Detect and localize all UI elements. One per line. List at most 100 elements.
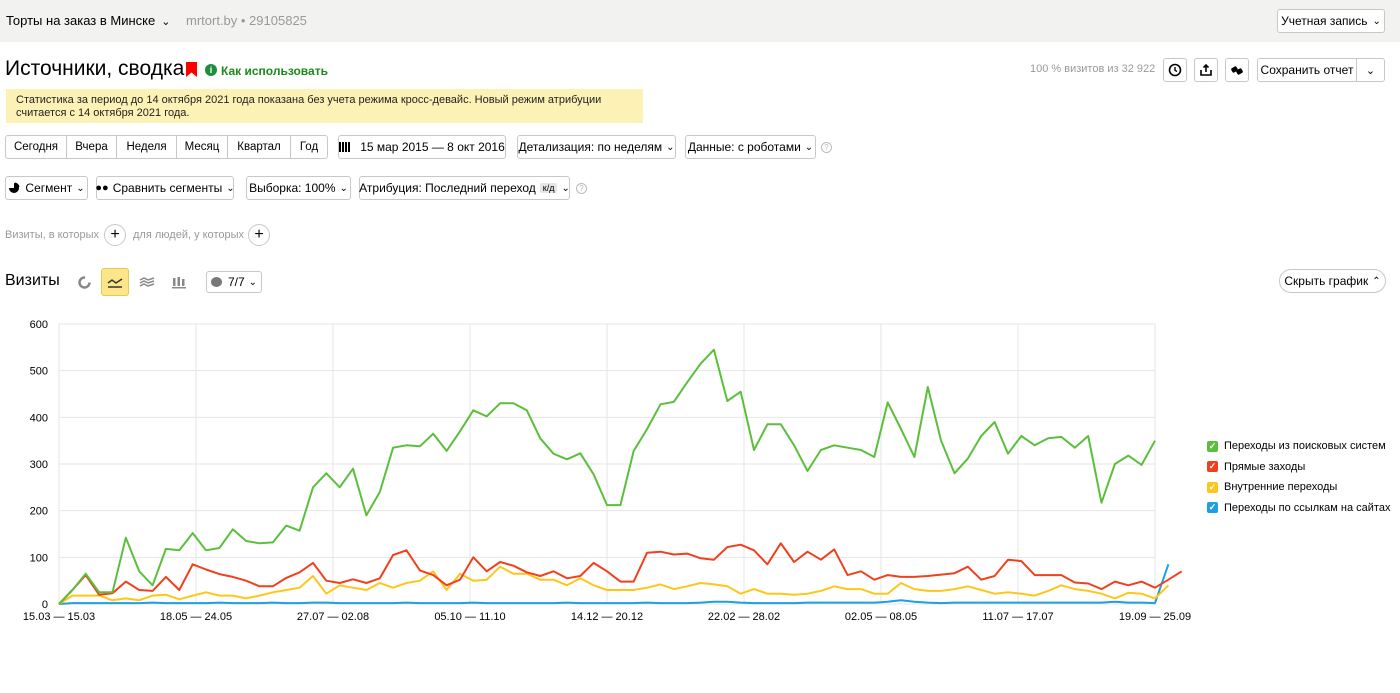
area-chart-type-button[interactable]: [133, 268, 161, 296]
date-range-button[interactable]: 15 мар 2015 — 8 окт 2016: [338, 135, 506, 159]
period-week[interactable]: Неделя: [117, 135, 177, 159]
chevron-down-icon: ⌄: [161, 16, 171, 28]
legend-item[interactable]: ✓ Внутренние переходы: [1207, 477, 1390, 498]
date-range-label: 15 мар 2015 — 8 окт 2016: [360, 140, 505, 154]
bar-chart-icon: [172, 276, 186, 288]
add-visit-condition-button[interactable]: +: [104, 224, 126, 246]
legend-label: Внутренние переходы: [1224, 481, 1338, 494]
x-tick-label: 14.12 — 20.12: [571, 611, 643, 623]
chevron-down-icon: ⌄: [76, 182, 85, 194]
y-tick-label: 200: [30, 506, 48, 518]
series-count-label: 7/7: [227, 275, 245, 289]
x-tick-label: 18.05 — 24.05: [160, 611, 232, 623]
pie-icon: [9, 182, 20, 193]
legend-checkbox[interactable]: ✓: [1207, 502, 1218, 514]
bar-chart-type-button[interactable]: [165, 268, 193, 296]
attribution-label: Атрибуция: Последний переход: [359, 181, 536, 195]
series-count-dropdown[interactable]: 7/7 ⌄: [206, 271, 262, 293]
sample-label: Выборка: 100%: [249, 181, 336, 195]
help-icon[interactable]: ?: [821, 142, 832, 153]
comment-icon: [210, 277, 222, 287]
period-yesterday[interactable]: Вчера: [67, 135, 117, 159]
legend-checkbox[interactable]: ✓: [1207, 440, 1218, 452]
hide-chart-label: Скрыть график: [1284, 274, 1369, 288]
chevron-down-icon: ⌄: [339, 182, 348, 194]
calendar-icon: [339, 142, 352, 152]
series-line: [58, 348, 1156, 605]
page-title: Источники, сводка: [5, 57, 185, 80]
hide-chart-button[interactable]: Скрыть график ⌃: [1279, 269, 1386, 293]
counter-selector[interactable]: Торты на заказ в Минске ⌄: [6, 13, 170, 28]
save-options-button[interactable]: ⌄: [1356, 58, 1385, 82]
series-line: [58, 563, 1170, 605]
info-icon: i: [205, 64, 217, 76]
x-tick-label: 11.07 — 17.07: [982, 611, 1053, 623]
y-tick-label: 100: [30, 552, 48, 564]
legend-checkbox[interactable]: ✓: [1207, 461, 1218, 473]
chevron-down-icon: ⌄: [226, 182, 235, 194]
period-quarter[interactable]: Квартал: [228, 135, 291, 159]
attribution-badge: к/д: [539, 183, 558, 193]
series-line: [58, 542, 1183, 605]
legend-item[interactable]: ✓ Прямые заходы: [1207, 457, 1390, 478]
data-dropdown[interactable]: Данные: с роботами ⌄: [685, 135, 816, 159]
legend-item[interactable]: ✓ Переходы по ссылкам на сайтах: [1207, 498, 1390, 519]
legend-item[interactable]: ✓ Переходы из поисковых систем: [1207, 436, 1390, 457]
series-line: [58, 565, 1170, 605]
chevron-down-icon: ⌄: [804, 141, 814, 153]
x-tick-label: 27.07 — 02.08: [297, 611, 369, 623]
detail-label: Детализация: по неделям: [518, 140, 663, 154]
y-tick-label: 600: [30, 319, 48, 331]
x-tick-label: 05.10 — 11.10: [434, 611, 505, 623]
sample-dropdown[interactable]: Выборка: 100% ⌄: [246, 176, 351, 200]
segment-label: Сегмент: [25, 181, 73, 195]
add-people-condition-button[interactable]: +: [248, 224, 270, 246]
segment-dropdown[interactable]: Сегмент ⌄: [5, 176, 88, 200]
plus-icon: +: [110, 226, 120, 243]
export-button[interactable]: [1194, 58, 1218, 82]
period-selector: Сегодня Вчера Неделя Месяц Квартал Год: [5, 135, 328, 159]
period-year[interactable]: Год: [291, 135, 328, 159]
line-chart-type-button[interactable]: [101, 268, 129, 296]
pie-chart-type-button[interactable]: [70, 268, 98, 296]
account-button[interactable]: Учетная запись ⌄: [1277, 9, 1385, 33]
data-label: Данные: с роботами: [687, 140, 801, 154]
compare-segments-dropdown[interactable]: ●● Сравнить сегменты ⌄: [95, 176, 235, 200]
legend-checkbox[interactable]: ✓: [1207, 481, 1218, 493]
clock-icon: [1168, 63, 1182, 77]
y-tick-label: 500: [30, 366, 48, 378]
link-icon: [1231, 66, 1243, 75]
howto-link[interactable]: Как использовать: [221, 64, 328, 78]
period-month[interactable]: Месяц: [177, 135, 228, 159]
x-tick-label: 15.03 — 15.03: [23, 611, 95, 623]
counter-name: Торты на заказ в Минске: [6, 13, 156, 28]
share-button[interactable]: [1225, 58, 1249, 82]
attribution-dropdown[interactable]: Атрибуция: Последний переход к/д ⌄: [359, 176, 570, 200]
account-label: Учетная запись: [1281, 14, 1368, 28]
x-tick-label: 02.05 — 08.05: [845, 611, 917, 623]
legend-label: Прямые заходы: [1224, 460, 1306, 473]
detail-dropdown[interactable]: Детализация: по неделям ⌄: [517, 135, 676, 159]
top-bar: Торты на заказ в Минске ⌄ mrtort.by • 291…: [0, 0, 1400, 42]
y-tick-label: 0: [42, 599, 48, 611]
x-tick-label: 19.09 — 25.09: [1119, 611, 1191, 623]
drops-icon: ●●: [95, 182, 109, 194]
save-report-button[interactable]: Сохранить отчет: [1257, 58, 1357, 82]
visits-condition-label: Визиты, в которых: [5, 229, 99, 241]
chevron-down-icon: ⌄: [1372, 15, 1381, 27]
y-tick-label: 400: [30, 412, 48, 424]
help-icon[interactable]: ?: [576, 183, 587, 194]
pie-chart-icon: [77, 275, 91, 289]
chevron-down-icon: ⌄: [561, 182, 570, 194]
line-chart-icon: [107, 278, 123, 288]
area-chart-icon: [139, 277, 155, 287]
x-tick-label: 22.02 — 28.02: [708, 611, 780, 623]
bookmark-icon[interactable]: [186, 62, 197, 77]
chevron-down-icon: ⌄: [1365, 64, 1376, 77]
y-tick-label: 300: [30, 459, 48, 471]
visits-share: 100 % визитов из 32 922: [1030, 63, 1156, 75]
chevron-down-icon: ⌄: [666, 141, 675, 153]
chevron-down-icon: ⌄: [248, 276, 258, 288]
history-button[interactable]: [1163, 58, 1187, 82]
period-today[interactable]: Сегодня: [5, 135, 67, 159]
